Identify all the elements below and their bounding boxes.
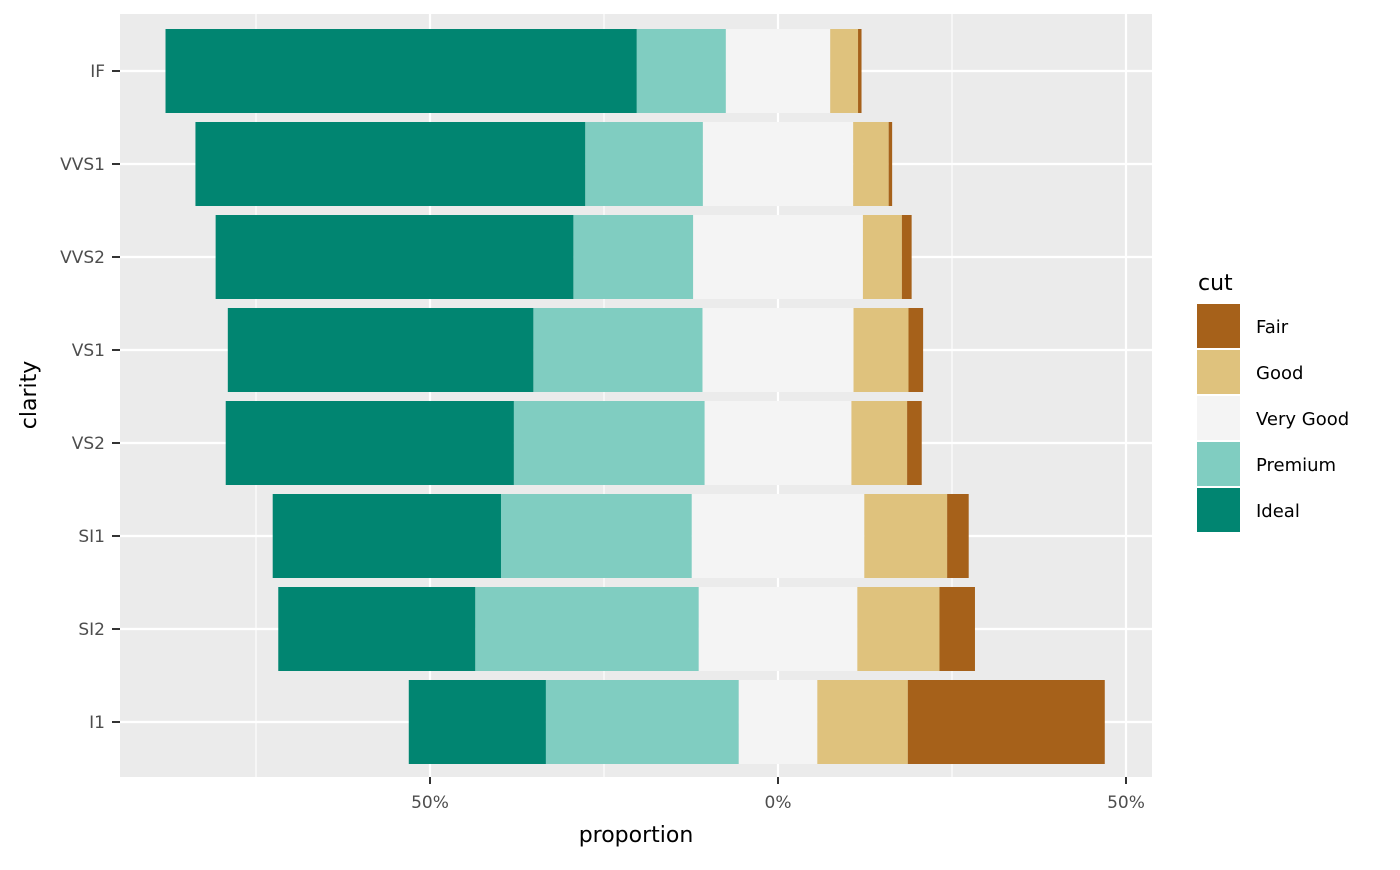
legend-key-good [1197, 350, 1240, 394]
bar-vvs2-very-good [693, 215, 863, 299]
y-tick-label: VVS2 [60, 248, 105, 268]
bar-si1-fair [947, 494, 969, 578]
bar-i1-good [817, 680, 908, 764]
bar-vvs1-good [853, 122, 889, 206]
x-tick-label: 50% [411, 793, 449, 813]
legend-title: cut [1198, 271, 1233, 296]
bar-vvs1-ideal [195, 122, 586, 206]
x-axis-title: proportion [579, 823, 694, 848]
bar-vvs2-good [862, 215, 902, 299]
bar-vvs1-premium [585, 122, 703, 206]
bar-vs2-premium [513, 401, 705, 485]
bar-vvs1-very-good [702, 122, 854, 206]
y-tick-label: IF [90, 62, 105, 82]
bar-si2-very-good [698, 587, 858, 671]
legend-key-ideal [1197, 488, 1240, 532]
legend-key-very-good [1197, 396, 1240, 440]
y-axis-title: clarity [17, 361, 42, 430]
bar-if-very-good [725, 29, 831, 113]
bar-vs1-premium [533, 308, 703, 392]
bar-si2-premium [475, 587, 699, 671]
bar-i1-very-good [738, 680, 818, 764]
legend-label: Fair [1256, 317, 1289, 338]
bar-if-ideal [165, 29, 637, 113]
bar-si1-good [864, 494, 948, 578]
bar-si1-very-good [691, 494, 865, 578]
x-tick-label: 0% [765, 793, 792, 813]
legend-key-fair [1197, 304, 1240, 348]
legend-label: Premium [1256, 455, 1336, 476]
bar-vs1-ideal [227, 308, 534, 392]
bar-vs1-very-good [702, 308, 854, 392]
bar-i1-ideal [408, 680, 546, 764]
bar-if-good [830, 29, 859, 113]
bar-if-fair [858, 29, 862, 113]
y-tick-label: VVS1 [60, 155, 105, 175]
bar-si1-ideal [272, 494, 501, 578]
bar-vs2-fair [907, 401, 922, 485]
bar-si2-ideal [278, 587, 476, 671]
bar-vvs1-fair [888, 122, 893, 206]
bar-vs2-good [851, 401, 908, 485]
legend-label: Ideal [1256, 501, 1300, 522]
bar-i1-fair [907, 680, 1105, 764]
x-tick-label: 50% [1107, 793, 1145, 813]
bar-vvs2-ideal [215, 215, 574, 299]
legend: cut Fair Good Very Good Premium Ideal [1197, 271, 1349, 532]
bar-vvs2-fair [901, 215, 912, 299]
bar-vs1-good [853, 308, 909, 392]
y-tick-label: VS1 [72, 341, 105, 361]
y-tick-label: VS2 [72, 434, 105, 454]
bar-si2-good [857, 587, 940, 671]
bar-si2-fair [939, 587, 975, 671]
bar-si1-premium [500, 494, 692, 578]
y-tick-label: I1 [89, 713, 105, 733]
y-tick-label: SI1 [78, 527, 105, 547]
bar-vs2-ideal [225, 401, 514, 485]
bar-vs1-fair [908, 308, 924, 392]
bar-vvs2-premium [573, 215, 694, 299]
legend-key-premium [1197, 442, 1240, 486]
bar-i1-premium [545, 680, 739, 764]
legend-label: Very Good [1256, 409, 1349, 430]
bar-vs2-very-good [704, 401, 852, 485]
bar-if-premium [636, 29, 726, 113]
y-tick-label: SI2 [78, 620, 105, 640]
legend-label: Good [1256, 363, 1303, 384]
